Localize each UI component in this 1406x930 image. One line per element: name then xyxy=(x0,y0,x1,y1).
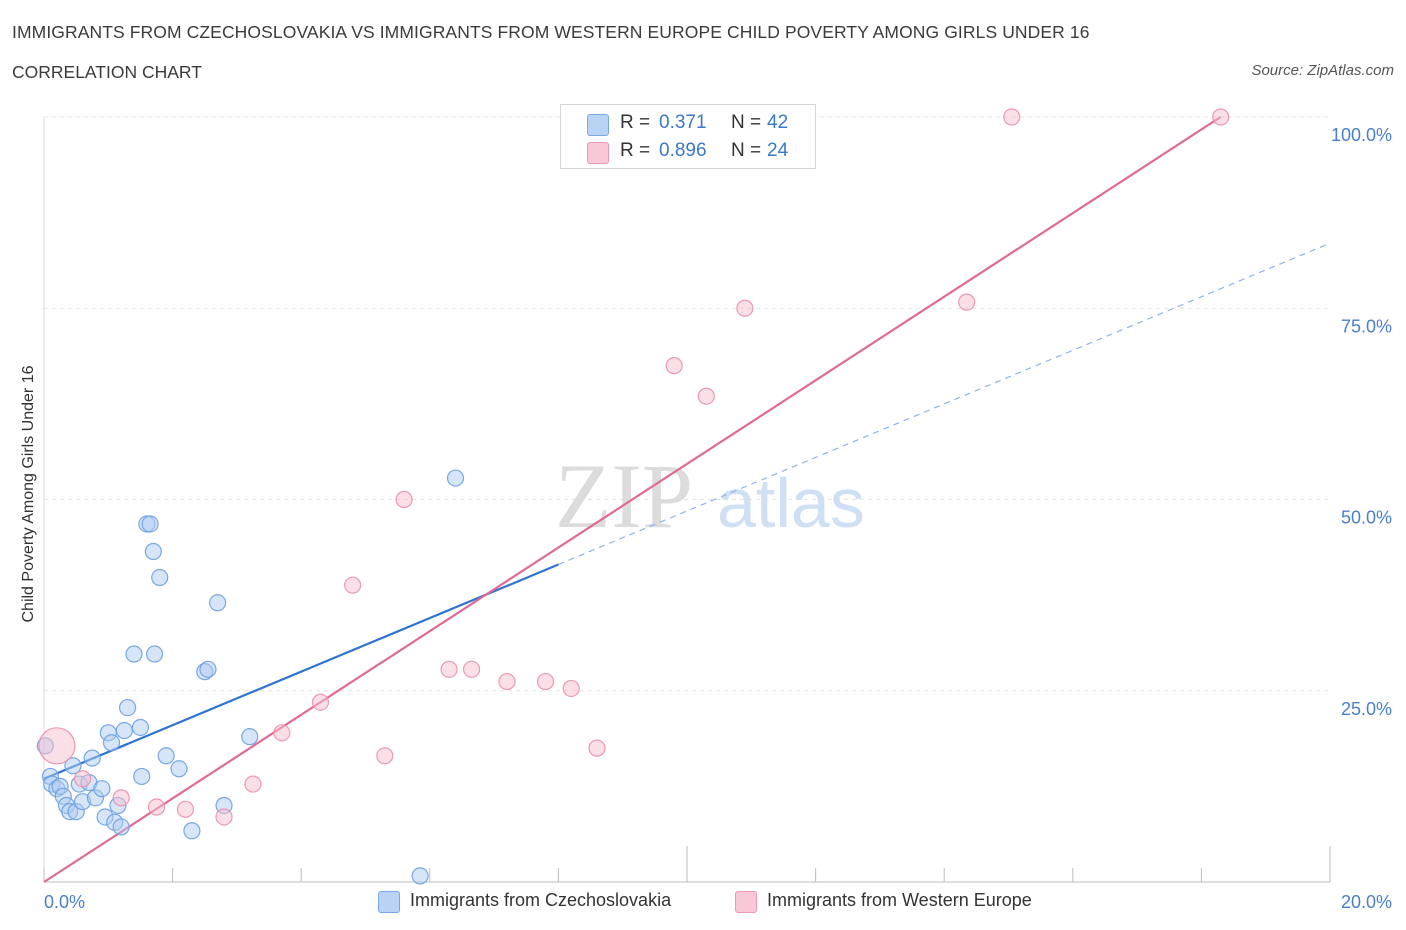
legend-r-label: R = xyxy=(620,140,651,161)
point-czechoslovakia xyxy=(170,760,188,778)
point-western-europe xyxy=(311,693,330,711)
data-points xyxy=(36,108,1230,885)
point-czechoslovakia xyxy=(199,660,217,678)
point-western-europe xyxy=(376,747,394,765)
point-czechoslovakia xyxy=(145,645,164,663)
y-tick-label: 100.0% xyxy=(1331,125,1392,145)
point-czechoslovakia xyxy=(93,780,111,798)
point-western-europe xyxy=(73,770,92,788)
stats-legend: R = 0.371 N = 42 R = 0.896 N = 24 xyxy=(560,104,816,169)
trend-lines xyxy=(43,116,1331,883)
legend-r-value: 0.896 xyxy=(659,140,707,161)
point-czechoslovakia xyxy=(144,542,162,561)
x-tick-label: 20.0% xyxy=(1341,892,1392,912)
legend-n-label: N = xyxy=(731,112,762,133)
trend-line-western-europe xyxy=(43,116,1222,883)
source-credit: Source: ZipAtlas.com xyxy=(1251,62,1394,79)
point-czechoslovakia xyxy=(141,515,159,533)
bottom-legend-swatch-blue xyxy=(378,891,400,913)
point-czechoslovakia xyxy=(411,867,429,885)
point-western-europe xyxy=(38,727,76,765)
point-czechoslovakia xyxy=(102,734,121,752)
point-czechoslovakia xyxy=(115,721,133,740)
legend-n-value: 24 xyxy=(767,140,789,161)
point-czechoslovakia xyxy=(131,718,150,737)
legend-r-value: 0.371 xyxy=(659,112,707,133)
point-western-europe xyxy=(536,672,555,691)
trend-line-czechoslovakia-extension xyxy=(558,242,1331,566)
point-czechoslovakia xyxy=(241,728,259,746)
point-western-europe xyxy=(244,775,262,793)
point-western-europe xyxy=(562,679,580,698)
point-czechoslovakia xyxy=(157,747,175,765)
point-western-europe xyxy=(498,672,516,691)
point-czechoslovakia xyxy=(133,767,151,786)
grid-layer xyxy=(44,116,1330,692)
watermark: ZIP atlas xyxy=(555,445,865,547)
legend-r-label: R = xyxy=(620,112,651,133)
y-tick-label: 75.0% xyxy=(1341,316,1392,336)
point-western-europe xyxy=(176,800,195,818)
point-western-europe xyxy=(147,798,166,816)
point-czechoslovakia xyxy=(118,698,137,717)
watermark-atlas: atlas xyxy=(717,464,865,542)
x-tick-label: 0.0% xyxy=(44,892,85,912)
point-western-europe xyxy=(665,357,683,375)
point-western-europe xyxy=(1003,108,1021,126)
point-czechoslovakia xyxy=(209,594,227,612)
watermark-zip: ZIP xyxy=(555,445,693,547)
point-czechoslovakia xyxy=(183,822,201,840)
point-western-europe xyxy=(462,660,481,678)
point-western-europe xyxy=(273,724,291,742)
y-tick-label: 50.0% xyxy=(1341,508,1392,528)
point-western-europe xyxy=(112,789,130,807)
point-czechoslovakia xyxy=(83,749,101,767)
point-western-europe xyxy=(588,739,606,757)
bottom-legend-label: Immigrants from Czechoslovakia xyxy=(410,890,672,910)
bottom-legend-swatch-pink xyxy=(735,891,757,913)
point-czechoslovakia xyxy=(64,757,82,775)
point-czechoslovakia xyxy=(125,645,143,663)
point-western-europe xyxy=(440,660,458,678)
chart-title: IMMIGRANTS FROM CZECHOSLOVAKIA VS IMMIGR… xyxy=(12,22,1090,42)
point-western-europe xyxy=(958,293,976,311)
chart-subtitle: CORRELATION CHART xyxy=(12,62,202,82)
point-czechoslovakia xyxy=(151,568,169,587)
legend-n-value: 42 xyxy=(767,112,789,133)
legend-swatch-pink xyxy=(587,142,609,164)
point-western-europe xyxy=(344,576,362,594)
legend-n-label: N = xyxy=(731,140,762,161)
point-czechoslovakia xyxy=(446,469,465,487)
point-western-europe xyxy=(215,808,233,826)
point-western-europe xyxy=(697,387,715,405)
bottom-legend-label: Immigrants from Western Europe xyxy=(767,890,1032,910)
axis-layer: 25.0% 50.0% 75.0% 100.0% 0.0% 20.0% xyxy=(43,117,1392,912)
point-western-europe xyxy=(1212,108,1230,126)
trend-line-czechoslovakia xyxy=(43,563,559,780)
legend-swatch-blue xyxy=(587,114,609,136)
point-western-europe xyxy=(395,490,413,509)
y-tick-label: 25.0% xyxy=(1341,699,1392,719)
point-czechoslovakia xyxy=(112,818,130,836)
point-western-europe xyxy=(736,299,754,317)
y-axis-label: Child Poverty Among Girls Under 16 xyxy=(20,365,37,622)
